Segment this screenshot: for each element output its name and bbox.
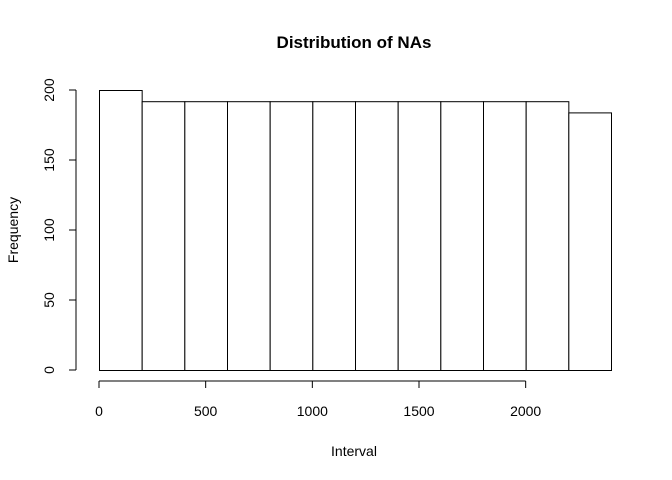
y-tick-label: 100 [41, 218, 57, 242]
histogram-bar [312, 101, 357, 371]
x-tick-label: 1000 [297, 403, 328, 419]
x-axis-label: Interval [331, 443, 377, 459]
y-tick-label: 0 [41, 366, 57, 374]
histogram-bar [355, 101, 399, 371]
x-tick-label: 500 [194, 403, 218, 419]
y-axis: 0 50 100 150 200 [41, 78, 77, 374]
y-axis-label: Frequency [5, 197, 21, 263]
y-tick-label: 150 [41, 148, 57, 172]
histogram-bar [141, 101, 186, 371]
x-tick-label: 2000 [510, 403, 541, 419]
histogram-bar [184, 101, 228, 371]
x-axis: 0 500 1000 1500 2000 [95, 380, 541, 419]
x-tick-label: 0 [95, 403, 103, 419]
histogram-bar [483, 101, 527, 371]
bars-group [99, 90, 612, 372]
histogram-bar [99, 90, 143, 371]
chart-title: Distribution of NAs [277, 33, 432, 52]
histogram-bar [525, 101, 570, 371]
histogram-bar [269, 101, 314, 371]
y-tick-label: 50 [41, 292, 57, 308]
histogram-bar [440, 101, 485, 371]
y-tick-label: 200 [41, 78, 57, 102]
histogram-bar [568, 112, 612, 372]
histogram-bar [397, 101, 442, 371]
histogram-bar [227, 101, 271, 371]
x-tick-label: 1500 [403, 403, 434, 419]
